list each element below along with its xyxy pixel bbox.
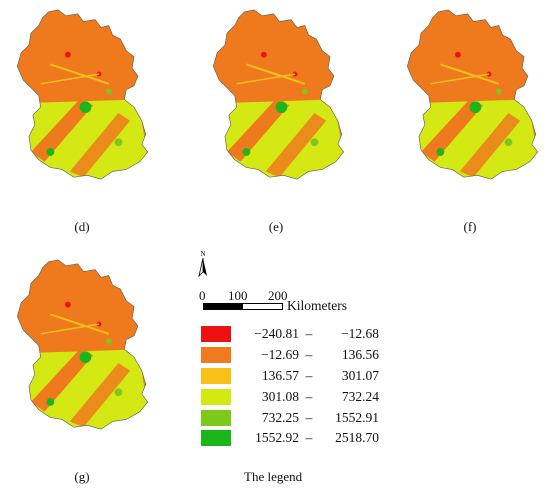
legend-swatch	[201, 347, 231, 364]
legend-row: −12.69– 136.56	[201, 345, 379, 366]
legend-separator: –	[305, 347, 313, 363]
north-arrow-label: N	[200, 250, 205, 258]
panel-caption-f: (f)	[463, 219, 477, 234]
legend-row: 1552.92– 2518.70	[201, 428, 379, 449]
map-g-svg	[16, 259, 149, 430]
map-f-svg	[406, 9, 539, 180]
map-e-svg	[212, 9, 345, 180]
legend-low: −12.69	[261, 347, 299, 363]
scale-tick-100: 100	[228, 288, 248, 303]
legend-high: 301.07	[341, 367, 379, 383]
legend-separator: –	[305, 326, 313, 342]
panel-caption-g: (g)	[74, 469, 90, 484]
legend-row: 732.25– 1552.91	[201, 407, 379, 428]
map-panel-f	[392, 6, 550, 186]
map-d-svg	[16, 9, 149, 180]
panel-caption-d: (d)	[74, 219, 90, 234]
legend-low: 136.57	[261, 367, 299, 383]
legend-swatch	[201, 409, 231, 426]
legend-row: 136.57– 301.07	[201, 366, 379, 387]
legend-separator: –	[305, 367, 313, 383]
legend-separator: –	[305, 430, 313, 446]
north-arrow-icon: N	[196, 249, 210, 279]
legend-row: 301.08– 732.24	[201, 386, 379, 407]
map-panel-d	[2, 6, 162, 186]
legend-low: 732.25	[261, 409, 299, 425]
panel-caption-e: (e)	[268, 219, 284, 234]
legend-swatch	[201, 367, 231, 384]
legend: −240.81– −12.68 −12.69–136.56 136.57–301.07…	[201, 324, 379, 449]
legend-high: 732.24	[341, 388, 379, 404]
legend-high: 2518.70	[335, 430, 379, 446]
legend-separator: –	[305, 388, 313, 404]
legend-high: −12.68	[341, 326, 379, 342]
legend-high: 1552.91	[335, 409, 379, 425]
legend-swatch	[201, 388, 231, 405]
legend-swatch	[201, 430, 231, 447]
scale-tick-0: 0	[199, 288, 206, 303]
legend-row: −240.81– −12.68	[201, 324, 379, 345]
legend-low: −240.81	[254, 326, 299, 342]
legend-title: The legend	[244, 469, 303, 484]
scale-bar	[203, 303, 283, 310]
legend-low: 301.08	[261, 388, 299, 404]
map-panel-g	[2, 256, 162, 436]
scale-tick-200: 200	[268, 288, 288, 303]
legend-low: 1552.92	[255, 430, 299, 446]
legend-swatch	[201, 326, 231, 343]
map-panel-e	[198, 6, 358, 186]
scale-bar-unit: Kilometers	[287, 298, 347, 313]
scale-bar-ticks: 0 100 200	[198, 288, 298, 303]
legend-separator: –	[305, 409, 313, 425]
legend-high: 136.56	[341, 347, 379, 363]
